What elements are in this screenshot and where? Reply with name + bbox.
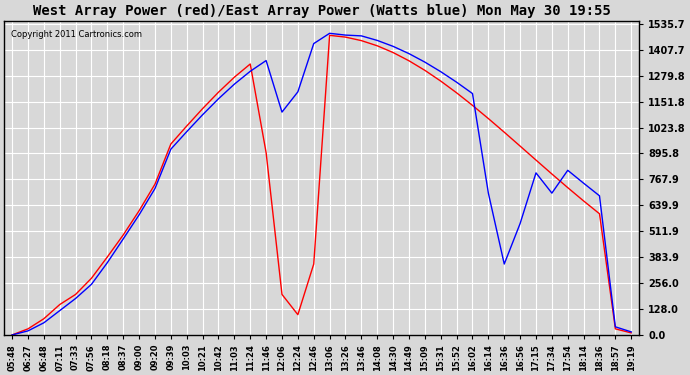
Title: West Array Power (red)/East Array Power (Watts blue) Mon May 30 19:55: West Array Power (red)/East Array Power … <box>32 4 611 18</box>
Text: Copyright 2011 Cartronics.com: Copyright 2011 Cartronics.com <box>10 30 141 39</box>
